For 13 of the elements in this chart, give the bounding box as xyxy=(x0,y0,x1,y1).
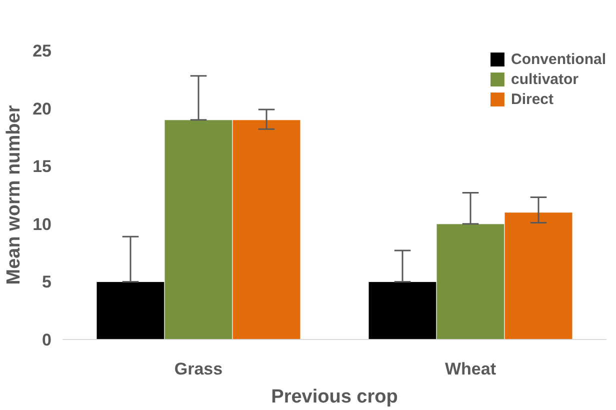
y-tick-label: 25 xyxy=(32,42,52,60)
legend-label: cultivator xyxy=(510,70,578,88)
legend-label: Direct xyxy=(510,90,554,108)
y-tick-label: 20 xyxy=(32,99,52,118)
y-tick-label: 5 xyxy=(42,272,52,292)
x-tick-label: Wheat xyxy=(445,360,496,378)
y-tick-label: 15 xyxy=(32,157,52,176)
legend-label: Conventional xyxy=(510,50,606,68)
x-tick-label: Grass xyxy=(174,360,223,378)
y-tick-label: 0 xyxy=(42,330,52,350)
y-tick-label: 10 xyxy=(32,214,52,234)
x-axis-title: Previous crop xyxy=(271,386,398,408)
y-axis-title: Mean worm number xyxy=(4,104,25,285)
